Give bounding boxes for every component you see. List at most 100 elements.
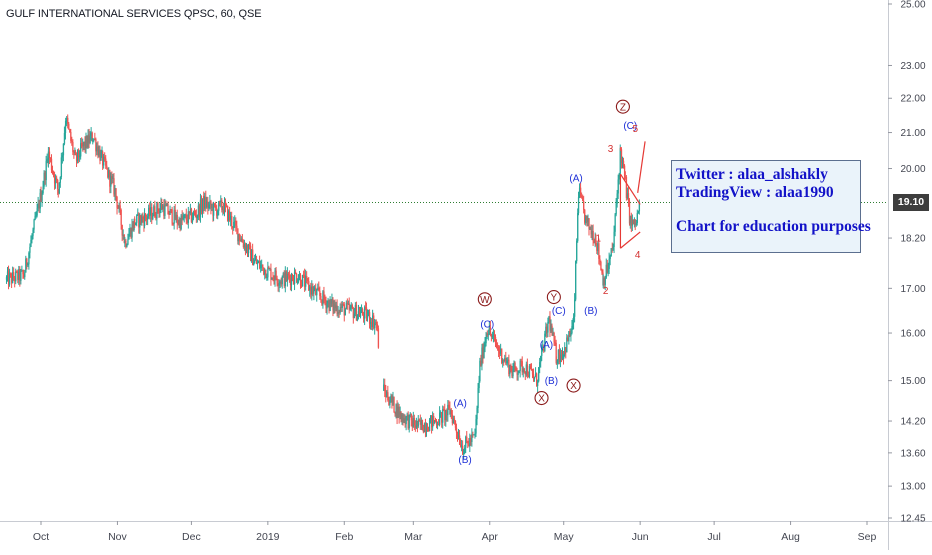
candle-body: [316, 290, 318, 296]
candle-body: [533, 376, 536, 379]
candle-body: [190, 208, 193, 222]
candle-body: [84, 141, 86, 148]
candle-body: [347, 303, 350, 305]
candle-body: [525, 364, 528, 375]
candle-body: [521, 361, 523, 373]
candle-body: [312, 286, 314, 294]
candle-body: [18, 269, 20, 280]
candle-body: [454, 420, 457, 428]
candle-body: [255, 259, 258, 265]
y-tick-label: 13.00: [900, 482, 925, 493]
candle-body: [473, 434, 475, 436]
candle-body: [518, 370, 520, 374]
candle-body: [131, 224, 133, 238]
candle-body: [607, 268, 609, 273]
candle-body: [373, 315, 375, 329]
candle-body: [149, 207, 151, 216]
candle-body: [259, 261, 261, 269]
wave-label: X: [570, 381, 577, 392]
candle-body: [443, 409, 445, 410]
candle-body: [123, 234, 125, 243]
candle-body: [365, 307, 368, 319]
candle-body: [507, 359, 509, 361]
candle-body: [457, 435, 460, 438]
y-tick-label: 17.00: [900, 284, 925, 295]
candle-body: [404, 418, 406, 425]
wave-label: 1: [595, 234, 601, 245]
candle-body: [226, 205, 229, 221]
candle-body: [569, 331, 571, 337]
candle-body: [513, 362, 515, 370]
candle-body: [90, 132, 92, 136]
candle-body: [11, 273, 13, 283]
candle-body: [208, 204, 210, 209]
candle-body: [49, 157, 52, 159]
candle-body: [136, 214, 138, 223]
wave-label: (C): [623, 121, 637, 132]
candle-body: [456, 432, 459, 438]
candle-body: [199, 199, 202, 218]
candle-body: [6, 271, 9, 278]
candle-body: [107, 167, 109, 178]
candle-body: [471, 434, 473, 442]
candle-body: [197, 205, 200, 216]
candle-body: [375, 322, 378, 325]
candle-body: [422, 430, 425, 433]
candle-body: [490, 334, 493, 337]
candle-body: [609, 256, 611, 260]
candle-body: [282, 273, 284, 277]
candle-body: [336, 305, 338, 315]
candle-body: [466, 436, 468, 441]
candle-body: [519, 360, 521, 371]
candle-body: [383, 384, 385, 391]
candle-body: [596, 243, 598, 251]
candle-body: [50, 158, 53, 171]
candle-body: [182, 217, 184, 220]
candle-body: [240, 238, 243, 242]
candle-body: [39, 192, 41, 209]
candle-body: [391, 395, 393, 403]
candle-body: [485, 337, 487, 344]
candle-body: [127, 239, 129, 245]
candle-body: [433, 415, 435, 424]
candle-body: [178, 219, 180, 225]
candle-body: [465, 436, 467, 448]
candle-body: [341, 303, 343, 308]
candle-body: [426, 428, 429, 431]
candle-body: [484, 343, 486, 348]
candle-body: [181, 215, 183, 220]
candle-body: [205, 197, 207, 208]
candle-body: [80, 143, 82, 157]
candle-body: [5, 277, 8, 280]
candle-body: [33, 220, 35, 230]
candle-body: [416, 421, 419, 427]
candle-body: [631, 219, 634, 226]
candle-body: [559, 354, 562, 362]
candle-body: [619, 148, 622, 150]
x-tick-label: Aug: [781, 531, 800, 543]
candle-body: [56, 177, 58, 180]
candle-body: [189, 208, 192, 214]
wave-label: 2: [603, 286, 609, 297]
candle-body: [577, 213, 579, 241]
candle-body: [441, 412, 443, 423]
candle-body: [635, 223, 637, 226]
candle-body: [237, 234, 239, 242]
candle-body: [277, 283, 279, 286]
info-textbox[interactable]: Twitter : alaa_alshakly TradingView : al…: [671, 160, 871, 253]
candle-body: [225, 205, 228, 207]
candle-body: [565, 347, 567, 353]
candle-body: [476, 407, 478, 420]
candle-body: [40, 192, 42, 202]
candle-body: [371, 321, 373, 327]
candle-body: [135, 222, 137, 226]
candle-body: [344, 309, 347, 316]
candle-body: [367, 312, 370, 316]
candle-body: [351, 305, 353, 309]
candle-body: [262, 264, 264, 268]
candle-body: [216, 208, 218, 216]
candle-body: [395, 404, 397, 414]
wave-label: 5: [632, 124, 638, 135]
